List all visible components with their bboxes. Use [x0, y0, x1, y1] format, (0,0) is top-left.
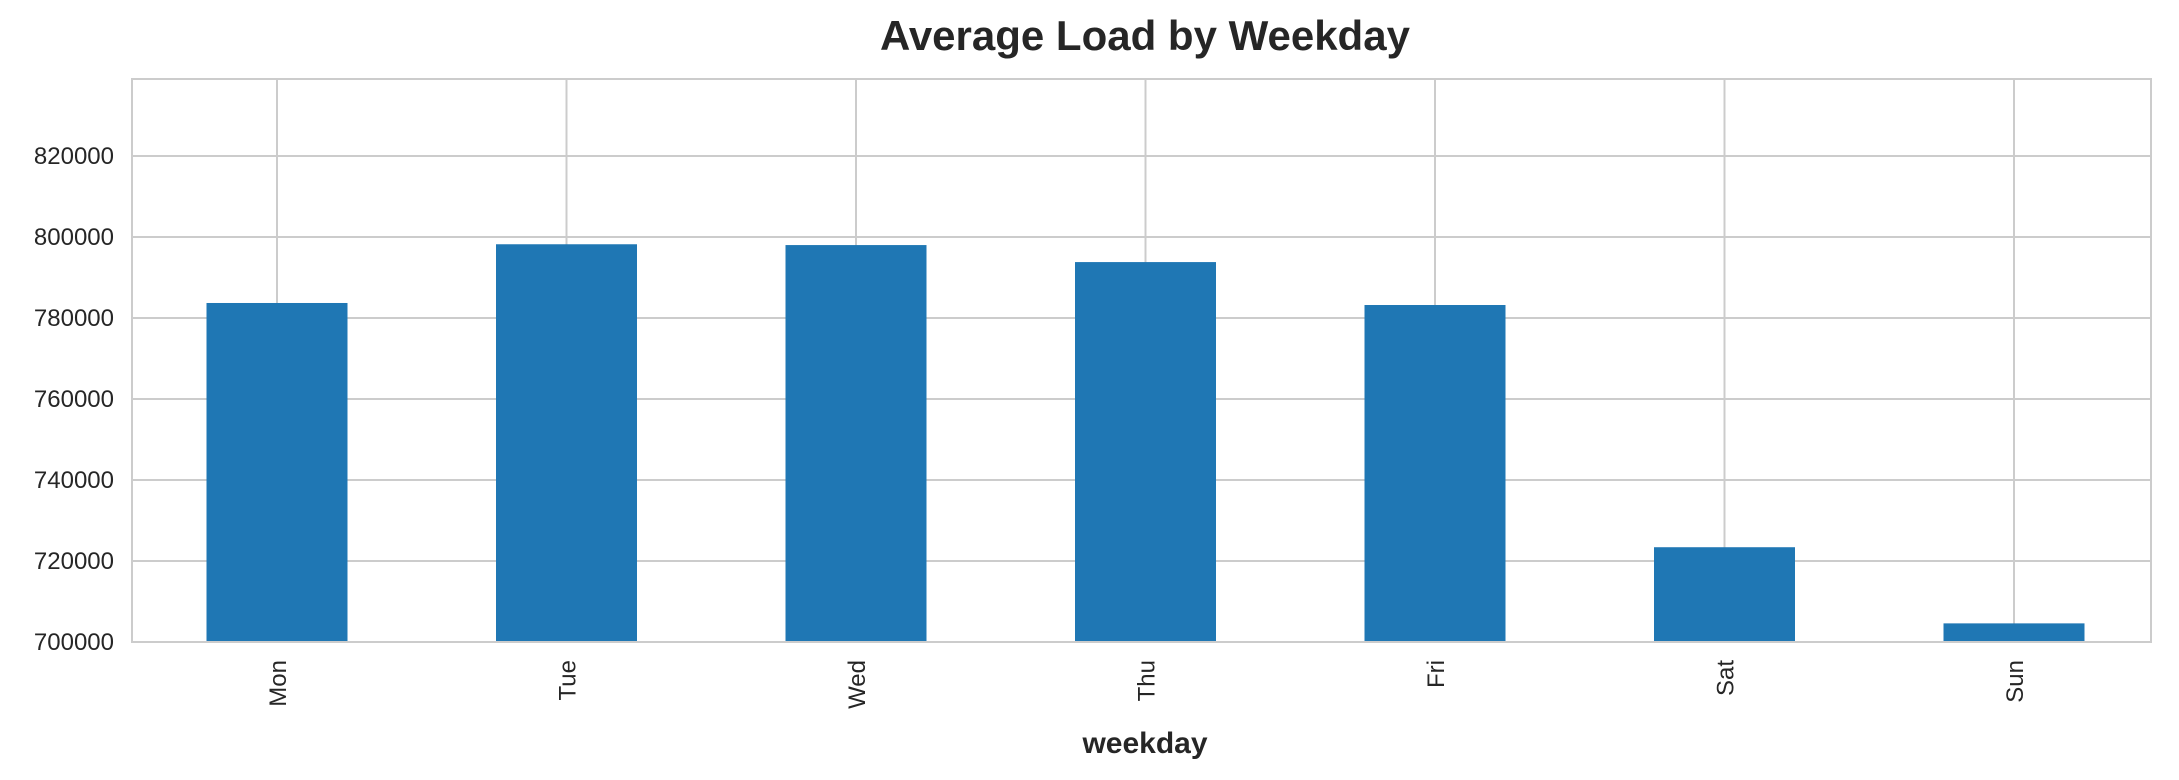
bar-fri — [1364, 305, 1506, 642]
plot-area-frame — [131, 78, 2152, 643]
bar-mon — [206, 302, 348, 642]
bar-thu — [1075, 262, 1216, 642]
y-tick-label: 700000 — [34, 629, 114, 656]
y-tick-label: 780000 — [34, 305, 114, 332]
x-tick-label: Mon — [265, 660, 292, 707]
bar-sun — [1943, 623, 2085, 642]
y-tick-label: 740000 — [34, 467, 114, 494]
y-tick-label: 760000 — [34, 386, 114, 413]
chart-title: Average Load by Weekday — [880, 12, 1411, 59]
x-tick-label: Tue — [555, 660, 582, 700]
y-tick-labels: 700000 720000 740000 760000 780000 800000 8200… — [34, 143, 114, 656]
bar-tue — [496, 244, 637, 642]
y-tick-label: 800000 — [34, 224, 114, 251]
x-tick-label: Wed — [844, 660, 871, 709]
y-tick-label: 820000 — [34, 143, 114, 170]
y-tick-label: 720000 — [34, 548, 114, 575]
bar-wed — [785, 245, 927, 642]
x-tick-label: Sat — [1713, 660, 1740, 696]
bar-layer — [206, 244, 2085, 642]
bar-sat — [1654, 547, 1795, 642]
x-axis-label: weekday — [1081, 727, 1207, 760]
x-tick-label: Sun — [2002, 660, 2029, 703]
x-tick-labels: Mon Tue Wed Thu Fri Sat Sun — [265, 660, 2029, 709]
x-tick-label: Fri — [1423, 660, 1450, 688]
x-tick-label: Thu — [1134, 660, 1161, 701]
